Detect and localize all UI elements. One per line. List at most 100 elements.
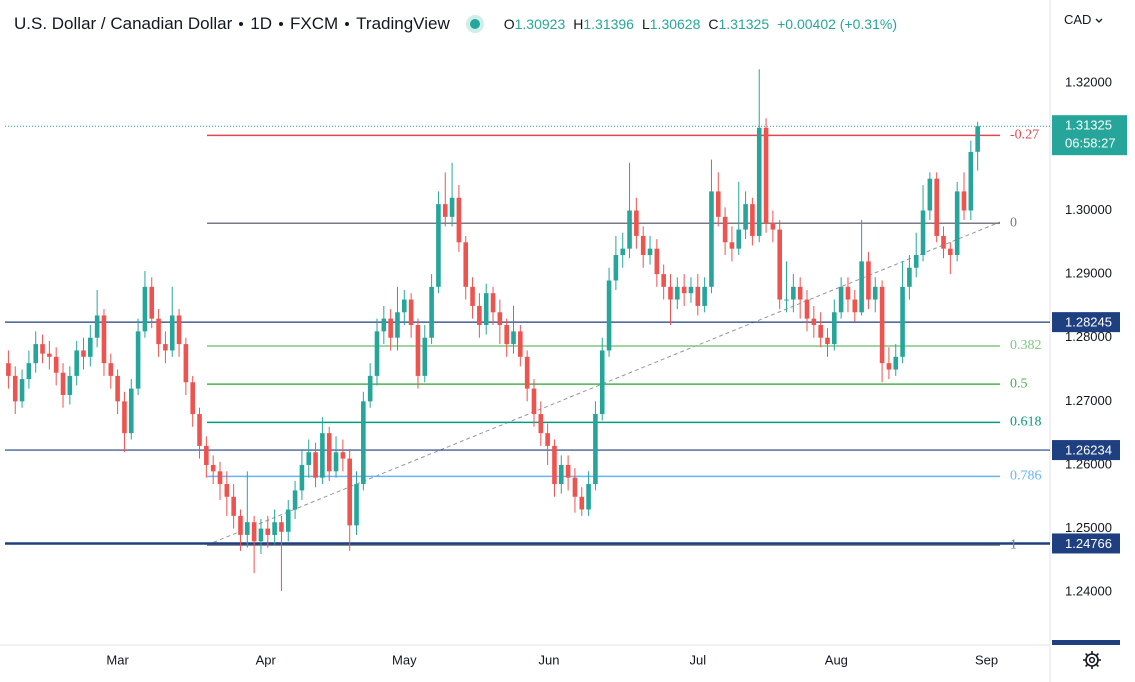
fib-label: -0.27 — [1010, 128, 1039, 143]
candle-body — [524, 356, 530, 389]
candle-body — [518, 331, 523, 357]
candle-body — [326, 433, 332, 472]
candle-body — [436, 204, 441, 287]
fib-label: 0.5 — [1010, 376, 1028, 391]
candle-body — [190, 382, 196, 415]
candle-body — [606, 280, 612, 351]
countdown-label: 06:58:27 — [1065, 136, 1116, 151]
candle-body — [975, 126, 980, 152]
candle-body — [941, 235, 946, 249]
candle-body — [545, 433, 550, 446]
candle-body — [763, 127, 769, 224]
ohlc-prefix: L — [641, 16, 650, 32]
candle-body — [429, 286, 434, 338]
candle-body — [675, 286, 680, 300]
y-tick-label: 1.26000 — [1065, 456, 1112, 471]
candle-body — [272, 522, 277, 535]
candle-body — [558, 464, 564, 485]
candle-body — [204, 445, 209, 465]
y-tick-label: 1.25000 — [1065, 520, 1112, 535]
candle-body — [169, 315, 175, 351]
candle-body — [306, 452, 312, 465]
settings-icon[interactable] — [1083, 651, 1101, 669]
candle-body — [285, 509, 291, 532]
candle-body — [156, 318, 161, 345]
candle-body — [224, 484, 230, 497]
candle-body — [354, 484, 359, 526]
candle-body — [954, 191, 960, 256]
candle-body — [381, 318, 387, 332]
ohlc-value: 1.30923 — [514, 16, 566, 32]
candle-body — [197, 414, 202, 446]
currency: CAD — [1064, 12, 1092, 27]
candle-body — [320, 433, 325, 478]
candle-body — [265, 528, 271, 535]
candle-body — [395, 312, 400, 338]
x-tick-label: Aug — [825, 652, 848, 667]
candle-body — [818, 325, 823, 338]
fib-label: 1 — [1010, 537, 1017, 552]
platform: TradingView — [356, 14, 450, 33]
candle-body — [94, 315, 100, 338]
candles — [5, 69, 1050, 591]
candle-body — [367, 375, 373, 402]
currency-selector[interactable]: CAD — [1064, 12, 1103, 27]
candle-body — [313, 452, 318, 478]
candle-body — [40, 344, 45, 354]
candle-body — [688, 286, 694, 294]
market-status — [469, 19, 480, 29]
candle-body — [210, 464, 216, 472]
candle-body — [163, 344, 168, 351]
candle-body — [872, 286, 878, 300]
gear-hub — [1088, 656, 1096, 664]
candle-body — [866, 261, 871, 300]
candle-body — [238, 515, 243, 535]
candle-body — [463, 242, 469, 287]
candle-body — [586, 484, 591, 510]
x-tick-label: May — [392, 652, 417, 667]
candle-body — [654, 248, 660, 275]
candle-body — [927, 178, 933, 211]
candle-body — [913, 255, 919, 268]
candle-body — [859, 261, 864, 313]
candle-body — [483, 293, 489, 325]
candle-body — [709, 191, 714, 287]
candle-body — [640, 235, 646, 256]
candle-body — [715, 191, 721, 217]
candle-body — [832, 312, 837, 345]
candle-body — [845, 286, 851, 300]
symbol-title[interactable]: U.S. Dollar / Canadian Dollar — [14, 14, 233, 33]
ohlc-value: 1.30628 — [649, 16, 701, 32]
candle-body — [668, 286, 673, 300]
price-label-box — [1052, 312, 1120, 333]
ohlc-prefix: H — [573, 16, 584, 32]
candle-body — [791, 286, 796, 300]
candle-body — [258, 528, 264, 542]
fib-label: 0.382 — [1010, 338, 1042, 353]
candle-body — [6, 363, 11, 376]
candle-body — [661, 274, 666, 287]
candle-body — [804, 299, 810, 319]
candle-body — [135, 331, 141, 389]
candle-body — [777, 229, 783, 300]
x-tick-label: Jun — [539, 652, 560, 667]
candle-body — [115, 375, 120, 402]
candle-body — [53, 356, 59, 373]
candle-body — [968, 151, 974, 211]
interval[interactable]: 1D — [250, 14, 272, 33]
candle-body — [750, 204, 755, 236]
candle-body — [67, 375, 73, 395]
candle-body — [101, 315, 107, 364]
candle-body — [176, 315, 182, 345]
candle-body — [60, 372, 66, 395]
candle-body — [552, 445, 557, 485]
fib-label: 0.786 — [1010, 469, 1042, 484]
candle-body — [565, 464, 571, 478]
candle-body — [736, 229, 742, 249]
candle-body — [852, 299, 858, 313]
candle-body — [620, 248, 626, 256]
candle-body — [74, 350, 79, 376]
candle-body — [722, 216, 728, 243]
